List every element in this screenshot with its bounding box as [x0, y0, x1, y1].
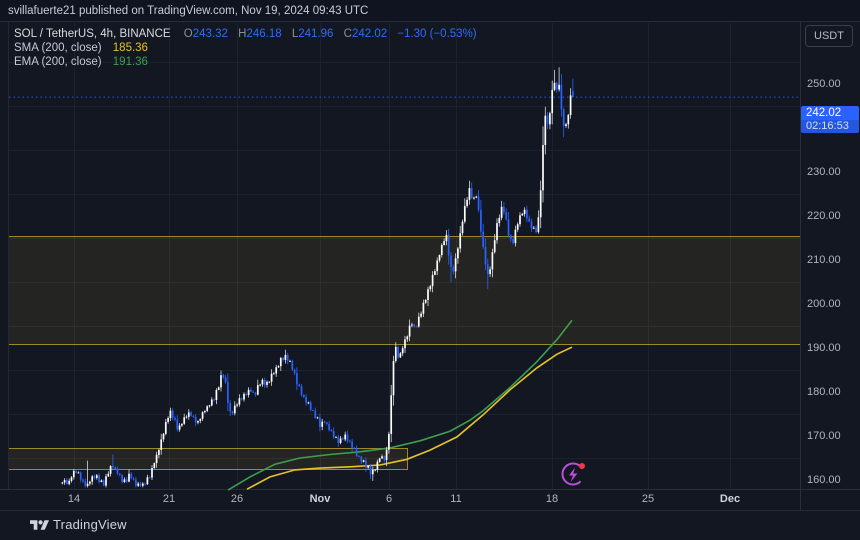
tradingview-logo-icon[interactable]: [30, 518, 49, 533]
high-value: 246.18: [246, 28, 282, 40]
v-gridline: [648, 23, 649, 489]
ema-indicator-label[interactable]: EMA (200, close): [14, 56, 102, 68]
spark-icon[interactable]: [559, 459, 589, 489]
pane-right-border: [800, 22, 801, 510]
date-tick-label: 14: [67, 493, 81, 505]
low-value: 241.96: [298, 28, 334, 40]
v-gridline: [552, 23, 553, 489]
h-gridline: [9, 414, 800, 415]
date-tick-label: 26: [230, 493, 244, 505]
attribution-bar: svillafuerte21 published on TradingView.…: [0, 0, 860, 22]
v-gridline: [730, 23, 731, 489]
legend-ema-row: EMA (200, close) 191.36: [14, 55, 477, 69]
h-gridline: [9, 238, 800, 239]
attribution-text[interactable]: svillafuerte21 published on TradingView.…: [8, 5, 369, 17]
notification-dot: [579, 463, 585, 469]
price-tick-label: 220.00: [807, 209, 841, 222]
price-tick-label: 160.00: [807, 473, 841, 486]
date-tick-label: 18: [545, 493, 559, 505]
close-value: 242.02: [351, 28, 388, 40]
price-tick-label: 200.00: [807, 297, 841, 310]
date-tick-label: 6: [385, 493, 393, 505]
h-gridline: [9, 370, 800, 371]
bar-countdown: 02:16:53: [801, 120, 859, 134]
close-label: C: [343, 28, 352, 40]
last-price-value: 242.02: [806, 107, 842, 120]
open-label: O: [183, 28, 193, 40]
v-gridline: [389, 23, 390, 489]
footer: TradingView: [0, 511, 860, 540]
date-tick-label: 11: [450, 493, 462, 505]
price-tick-label: 180.00: [807, 385, 841, 398]
price-tick-label: 170.00: [807, 429, 841, 442]
time-axis[interactable]: 14 21 26 Nov 6 11 18 25 Dec: [0, 490, 800, 510]
v-gridline: [320, 23, 321, 489]
price-zone[interactable]: [9, 447, 408, 471]
date-tick-label: Nov: [309, 493, 331, 505]
sma-indicator-value: 185.36: [112, 42, 148, 54]
h-gridline: [9, 194, 800, 195]
h-gridline: [9, 106, 800, 107]
v-gridline: [74, 23, 75, 489]
chart-legend: SOL / TetherUS, 4h, BINANCE O243.32 H246…: [14, 27, 477, 69]
price-tick-label: 190.00: [807, 341, 841, 354]
sma-indicator-label[interactable]: SMA (200, close): [14, 42, 102, 54]
footer-top-border: [0, 510, 860, 511]
date-tick-label: 21: [162, 493, 176, 505]
v-gridline: [237, 23, 238, 489]
price-zone[interactable]: [9, 235, 800, 346]
low-label: L: [291, 28, 299, 40]
date-tick-label: 25: [641, 493, 655, 505]
ema-indicator-value: 191.36: [112, 56, 148, 68]
currency-toggle-button[interactable]: USDT: [805, 25, 853, 47]
change-value: −1.30 (−0.53%): [397, 28, 477, 40]
legend-sma-row: SMA (200, close) 185.36: [14, 41, 477, 55]
price-tick-label: 250.00: [807, 77, 841, 90]
legend-symbol-row: SOL / TetherUS, 4h, BINANCE O243.32 H246…: [14, 27, 477, 41]
h-gridline: [9, 62, 800, 63]
date-tick-label: Dec: [719, 493, 741, 505]
pane-left-border: [8, 22, 9, 489]
lightning-circle-icon: [561, 462, 585, 486]
tradingview-brand-text[interactable]: TradingView: [53, 517, 127, 532]
high-label: H: [238, 28, 247, 40]
price-axis[interactable]: USDT 250.00240.00230.00220.00210.00200.0…: [801, 22, 860, 489]
last-price-label[interactable]: 242.02 02:16:53: [801, 106, 859, 134]
price-tick-label: 210.00: [807, 253, 841, 266]
open-value: 243.32: [192, 28, 228, 40]
h-gridline: [9, 150, 800, 151]
v-gridline: [456, 23, 457, 489]
h-gridline: [9, 282, 800, 283]
price-tick-label: 230.00: [807, 165, 841, 178]
symbol-title[interactable]: SOL / TetherUS, 4h, BINANCE: [14, 28, 171, 40]
v-gridline: [169, 23, 170, 489]
